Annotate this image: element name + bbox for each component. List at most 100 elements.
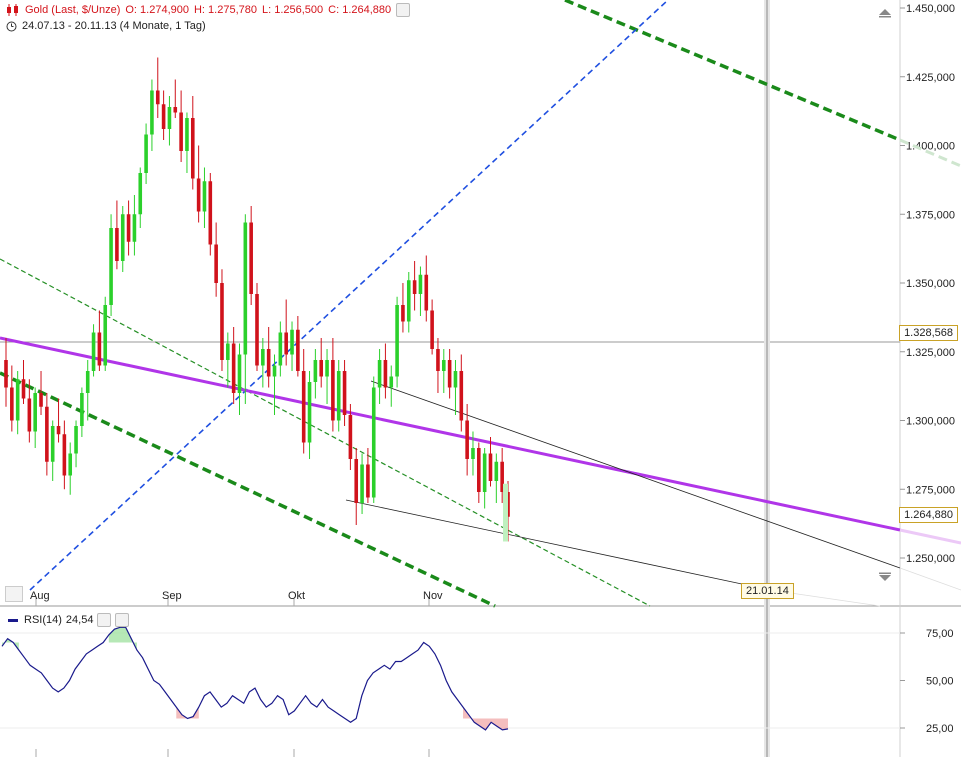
candle-body	[307, 382, 312, 443]
price-tick-label: 1.350,000	[906, 278, 955, 290]
time-tick-label: Aug	[30, 590, 50, 602]
trendline-black-upper	[370, 380, 901, 569]
rsi-tick-label: 75,00	[926, 628, 954, 640]
price-tick-label: 1.325,000	[906, 347, 955, 359]
price-tick-label: 1.275,000	[906, 484, 955, 496]
candle-body	[126, 214, 131, 242]
close-value: C: 1.264,880	[328, 4, 392, 16]
rsi-tick-label: 25,00	[926, 723, 954, 735]
candle-body	[395, 305, 399, 377]
candle-body	[342, 371, 347, 415]
candle-body	[33, 393, 37, 432]
time-tick-label: Okt	[288, 590, 305, 602]
chart-header: Gold (Last, $/Unze) O: 1.274,900 H: 1.27…	[6, 3, 411, 17]
candle-body	[319, 360, 324, 377]
rsi-label: RSI(14)	[24, 614, 62, 626]
candle-body	[220, 283, 224, 360]
candle-body	[377, 360, 382, 388]
candle-body	[173, 107, 178, 113]
candle-body	[477, 448, 481, 492]
candle-body	[313, 360, 318, 382]
candle-body	[103, 305, 108, 366]
candle-body	[453, 371, 458, 388]
candle-body	[401, 305, 405, 322]
candle-body	[214, 244, 218, 283]
candle-body	[138, 173, 143, 215]
candle-body	[331, 360, 335, 421]
candle-body	[471, 448, 475, 459]
scroll-up-icon[interactable]	[878, 8, 892, 18]
candle-body	[179, 112, 183, 151]
candle-body	[144, 134, 148, 173]
candlestick-icon	[6, 4, 20, 16]
instrument-label: Gold (Last, $/Unze)	[25, 4, 121, 16]
candle-body	[231, 343, 236, 393]
rsi-value: 24,54	[65, 614, 94, 626]
candle-body	[389, 376, 394, 388]
candle-body	[447, 360, 452, 388]
candle-body	[50, 426, 55, 462]
candle-body	[74, 426, 78, 454]
candle-body	[243, 222, 248, 355]
candle-body	[482, 453, 487, 492]
range-row: 24.07.13 - 20.11.13 (4 Monate, 1 Tag)	[6, 20, 206, 32]
corner-button[interactable]	[5, 586, 23, 602]
price-tick-label: 1.375,000	[906, 209, 955, 221]
candle-body	[336, 371, 341, 421]
candle-body	[167, 107, 172, 129]
candle-body	[301, 371, 306, 443]
candle-body	[436, 349, 440, 371]
candle-body	[418, 274, 423, 294]
scroll-down-icon[interactable]	[878, 572, 892, 582]
price-tick-label: 1.425,000	[906, 72, 955, 84]
crosshair-price-label: 1.328,568	[899, 325, 958, 341]
candle-body	[68, 453, 73, 476]
settings-button[interactable]	[396, 3, 411, 17]
candle-body	[10, 387, 14, 421]
candle-body	[150, 90, 154, 135]
price-tick-label: 1.450,000	[906, 3, 955, 15]
rsi-close-button[interactable]	[115, 613, 130, 627]
candle-body	[190, 118, 195, 179]
candle-body	[226, 343, 230, 360]
candle-body	[249, 222, 253, 294]
candle-body	[62, 434, 67, 476]
rsi-settings-button[interactable]	[97, 613, 112, 627]
trendline-blue	[29, 0, 669, 591]
trendline-black-lower	[345, 499, 771, 591]
candle-body	[284, 332, 288, 355]
candle-body	[15, 379, 20, 421]
price-tick-label: 1.250,000	[906, 553, 955, 565]
candle-body	[272, 365, 277, 377]
rsi-tick-label: 50,00	[926, 676, 954, 688]
candle-body	[91, 332, 96, 371]
candle-body	[132, 214, 137, 242]
candle-body	[266, 349, 271, 377]
candle-body	[237, 354, 242, 393]
candle-body	[383, 360, 388, 388]
price-tick-label: 1.300,000	[906, 416, 955, 428]
candle-body	[412, 280, 417, 294]
price-tick-label: 1.400,000	[906, 141, 955, 153]
time-tick-label: Sep	[162, 590, 182, 602]
rsi-legend: RSI(14) 24,54	[8, 613, 130, 627]
trendline-green-thin	[0, 258, 651, 607]
rsi-line	[1, 626, 509, 731]
candle-body	[441, 360, 446, 371]
open-value: O: 1.274,900	[125, 4, 189, 16]
candle-body	[348, 415, 353, 459]
last-price-label: 1.264,880	[899, 507, 958, 523]
trendline-green-upper-ext	[899, 138, 961, 168]
candle-body	[500, 461, 504, 492]
time-tick-label: Nov	[423, 590, 443, 602]
candle-body	[97, 332, 102, 366]
candle-body	[161, 104, 166, 129]
candle-body	[196, 178, 201, 212]
rsi-oversold-fill	[176, 707, 199, 719]
candle-body	[202, 181, 207, 212]
candle-body	[155, 90, 160, 105]
candle-body	[354, 459, 359, 503]
trendline-magenta	[0, 336, 901, 532]
candle-body	[185, 118, 189, 151]
